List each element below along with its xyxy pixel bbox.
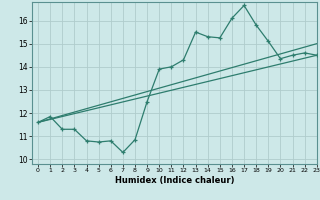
X-axis label: Humidex (Indice chaleur): Humidex (Indice chaleur)	[115, 176, 234, 185]
